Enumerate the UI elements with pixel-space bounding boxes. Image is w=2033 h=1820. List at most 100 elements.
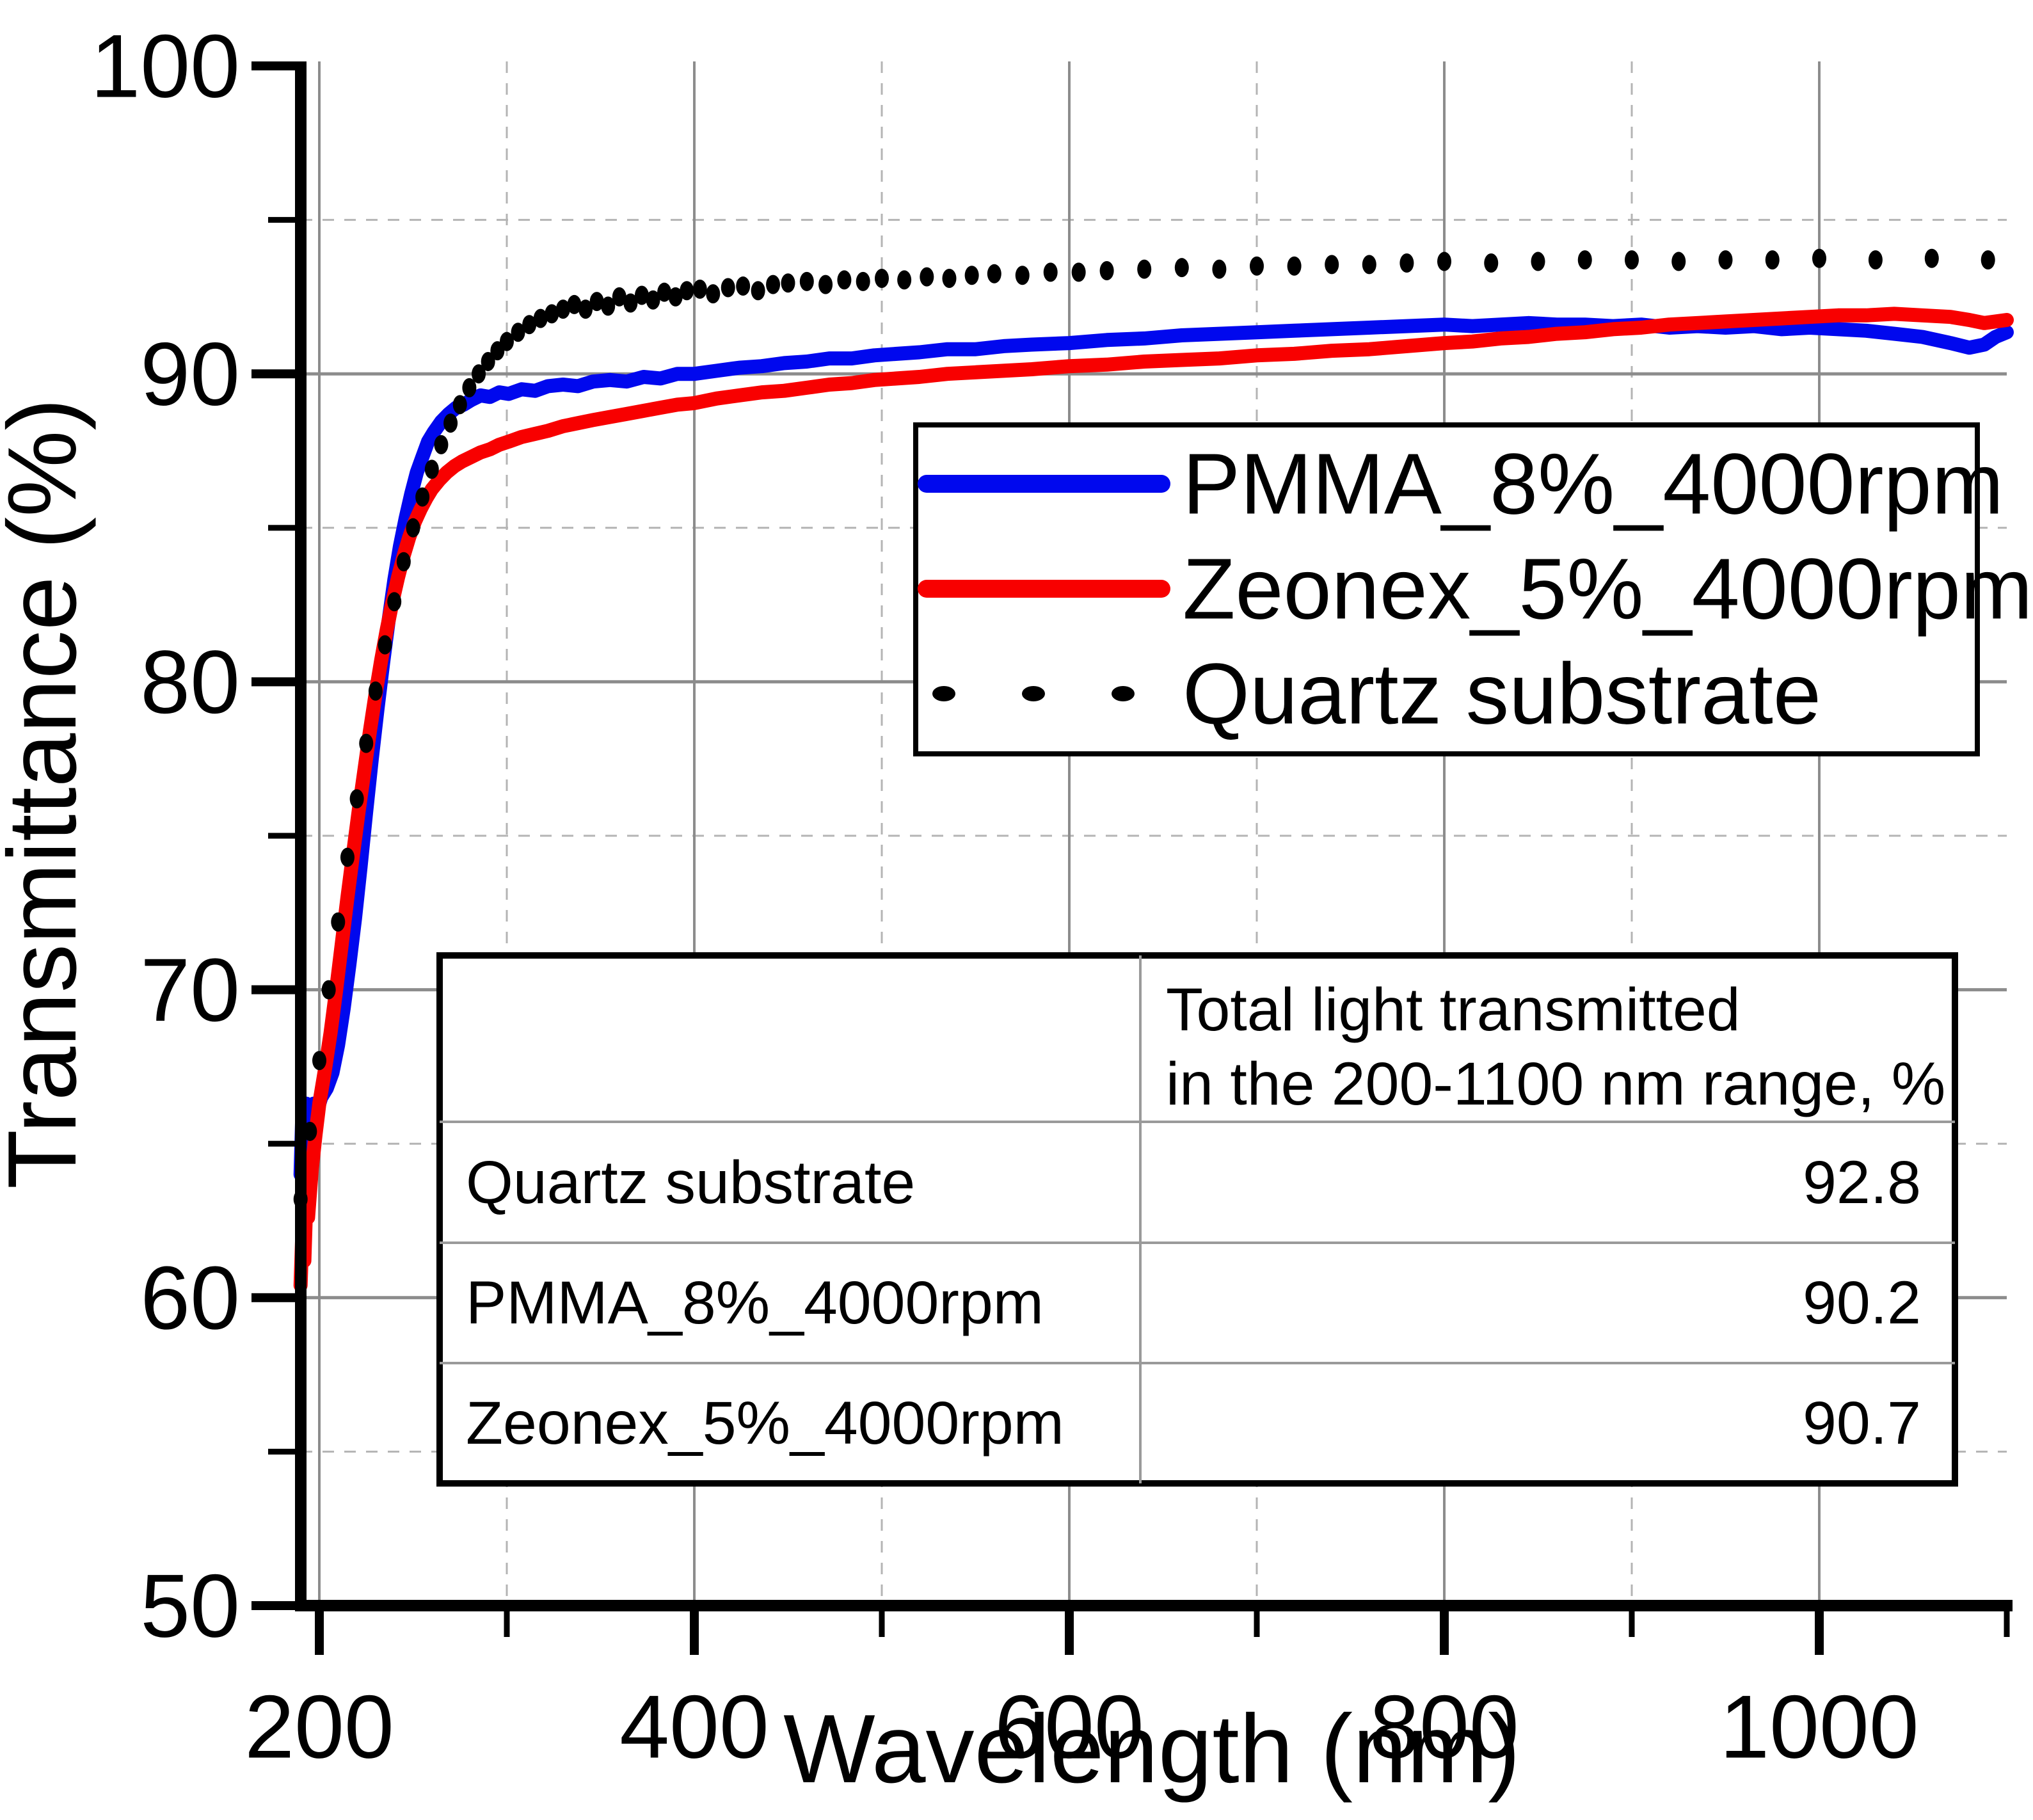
quartz-dot [378,635,392,655]
table-header-line-1: in the 200-1100 nm range, % [1166,1050,1945,1118]
quartz-dot [1071,262,1086,282]
quartz-dot [452,395,467,415]
quartz-dot [415,487,430,507]
x-major-tick-200 [315,1611,324,1655]
y-major-tick-80 [251,677,295,687]
y-tick-label-60: 60 [140,1247,240,1348]
x-tick-label-200: 200 [244,1677,394,1777]
quartz-dot [396,552,411,571]
quartz-dot [1399,253,1414,273]
quartz-dot [837,270,852,290]
quartz-dot [368,681,383,701]
quartz-dot [387,592,402,612]
quartz-dot [1362,255,1376,275]
x-minor-tick-1100 [2004,1611,2010,1637]
quartz-dot [406,518,420,538]
y-tick-label-100: 100 [90,16,240,116]
quartz-dot [987,264,1001,283]
legend-dotted-swatch [1022,686,1045,701]
quartz-dot [1765,250,1780,270]
legend-dotted-swatch [1112,686,1135,701]
quartz-dot [668,287,683,307]
quartz-dot [1531,251,1545,271]
quartz-dot [1577,250,1592,270]
quartz-dot [589,292,604,312]
quartz-dot [578,299,593,319]
quartz-dot [612,287,626,307]
x-tick-label-600: 600 [994,1677,1144,1777]
quartz-dot [533,308,548,328]
legend-label-1: Zeonex_5%_4000rpm [1183,541,2032,637]
quartz-dot [1981,250,1995,270]
quartz-dot [1868,250,1883,270]
quartz-dot [359,733,374,753]
series-quartz-substrate [293,248,1995,1209]
quartz-dot [331,912,346,932]
y-tick-label-70: 70 [140,939,240,1040]
quartz-dot [736,276,751,296]
y-minor-tick-65 [268,1140,295,1147]
quartz-dot [1212,259,1227,279]
quartz-dot [623,293,638,313]
x-tick-label-1000: 1000 [1719,1677,1918,1777]
quartz-dot [766,275,781,294]
quartz-dot [1437,251,1451,271]
x-tick-label-400: 400 [619,1677,769,1777]
quartz-dot [321,980,336,1000]
y-major-tick-70 [251,985,295,994]
table-header-line-0: Total light transmitted [1166,976,1741,1044]
y-tick-label-90: 90 [140,324,240,424]
quartz-dot [462,378,477,397]
x-minor-tick-700 [1254,1611,1260,1637]
y-major-tick-60 [251,1293,295,1302]
table-row-value-2: 90.7 [1803,1389,1921,1457]
quartz-dot [1099,260,1114,280]
legend-label-2: Quartz substrate [1183,646,1821,742]
quartz-dot [1484,253,1499,273]
quartz-dot [1325,255,1339,275]
quartz-dot [1671,251,1686,271]
quartz-dot [434,435,449,454]
y-major-tick-90 [251,369,295,379]
quartz-dot [1625,250,1639,270]
x-minor-tick-900 [1629,1611,1635,1637]
quartz-dot [312,1051,326,1071]
table-row-label-0: Quartz substrate [466,1149,915,1217]
quartz-dot [781,273,795,293]
y-minor-tick-55 [268,1448,295,1455]
quartz-dot [545,304,559,324]
quartz-dot [1137,259,1152,279]
quartz-dot [1812,248,1826,268]
y-minor-tick-85 [268,525,295,531]
quartz-dot [481,351,495,371]
quartz-dot [920,267,934,287]
quartz-dot [1287,256,1302,276]
quartz-dot [500,331,514,351]
y-major-tick-50 [251,1601,295,1610]
legend-label-0: PMMA_8%_4000rpm [1183,436,2004,532]
x-major-tick-400 [690,1611,699,1655]
y-tick-label-50: 50 [140,1556,240,1656]
quartz-dot [567,294,582,314]
quartz-dot [897,270,912,290]
quartz-dot [601,296,616,316]
quartz-dot [818,275,833,294]
y-minor-tick-75 [268,833,295,839]
quartz-dot [1174,258,1189,278]
quartz-dot [555,299,570,319]
quartz-dot [1043,262,1058,282]
quartz-dot [634,285,649,305]
y-major-tick-100 [251,61,295,70]
quartz-dot [751,281,765,301]
x-major-tick-800 [1440,1611,1449,1655]
quartz-dot [875,269,889,289]
quartz-dot [511,323,525,342]
x-minor-tick-500 [879,1611,885,1637]
table-row-label-1: PMMA_8%_4000rpm [466,1269,1044,1337]
x-axis-spine [295,1600,2013,1611]
quartz-dot [964,266,979,285]
